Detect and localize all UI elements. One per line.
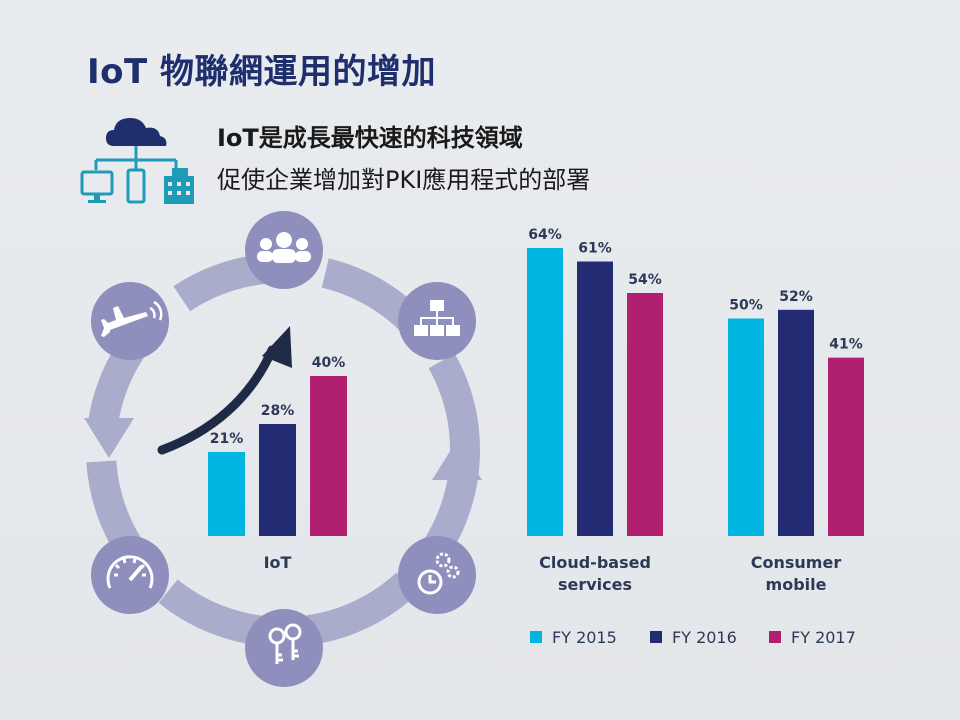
org-chart-icon — [414, 300, 460, 336]
gears-clock-icon — [417, 552, 460, 595]
cycle-node-users — [245, 211, 323, 289]
cloud-devices-icon — [80, 118, 194, 204]
subtitle-line-2: 促使企業增加對PKI應用程式的部署 — [217, 166, 591, 194]
legend-label: FY 2015 — [552, 628, 617, 647]
legend-label: FY 2017 — [791, 628, 856, 647]
category-label: services — [558, 575, 632, 594]
growth-arrow — [157, 326, 292, 455]
bar-fy-2017 — [828, 357, 864, 536]
bar-fy-2016 — [259, 424, 296, 536]
bar-fy-2015 — [527, 248, 563, 536]
keys-icon — [268, 623, 302, 664]
category-label: mobile — [766, 575, 827, 594]
legend-swatch — [650, 631, 662, 643]
data-label: 21% — [210, 431, 244, 447]
speedometer-icon — [106, 555, 154, 589]
category-label: IoT — [264, 553, 292, 572]
cycle-node-speedometer — [91, 536, 169, 614]
category-label: Cloud-based — [539, 553, 651, 572]
data-label: 52% — [779, 289, 813, 305]
category-label: Consumer — [751, 553, 842, 572]
page-title: IoT 物聯網運用的增加 — [87, 52, 437, 92]
cycle-node-airplane — [91, 282, 169, 360]
bar-fy-2016 — [577, 261, 613, 536]
subtitle-line-1: IoT是成長最快速的科技領域 — [217, 124, 523, 152]
data-label: 50% — [729, 298, 763, 314]
bar-fy-2017 — [627, 293, 663, 536]
data-label: 61% — [578, 241, 612, 257]
legend-swatch — [530, 631, 542, 643]
cycle-arrow-right — [432, 440, 482, 480]
data-label: 41% — [829, 337, 863, 353]
bar-fy-2015 — [208, 452, 245, 536]
bar-fy-2016 — [778, 309, 814, 536]
cycle-node-gears — [398, 536, 476, 614]
data-label: 54% — [628, 272, 662, 288]
cycle-node-keys — [245, 609, 323, 687]
legend-label: FY 2016 — [672, 628, 737, 647]
data-label: 64% — [528, 227, 562, 243]
data-label: 28% — [261, 403, 295, 419]
users-icon — [257, 232, 311, 263]
bar-fy-2015 — [728, 318, 764, 536]
cycle-node-org-chart — [398, 282, 476, 360]
cycle-arrow-left — [84, 418, 134, 458]
bar-fy-2017 — [310, 376, 347, 536]
data-label: 40% — [312, 355, 346, 371]
legend-swatch — [769, 631, 781, 643]
airplane-wireless-icon — [101, 300, 163, 337]
